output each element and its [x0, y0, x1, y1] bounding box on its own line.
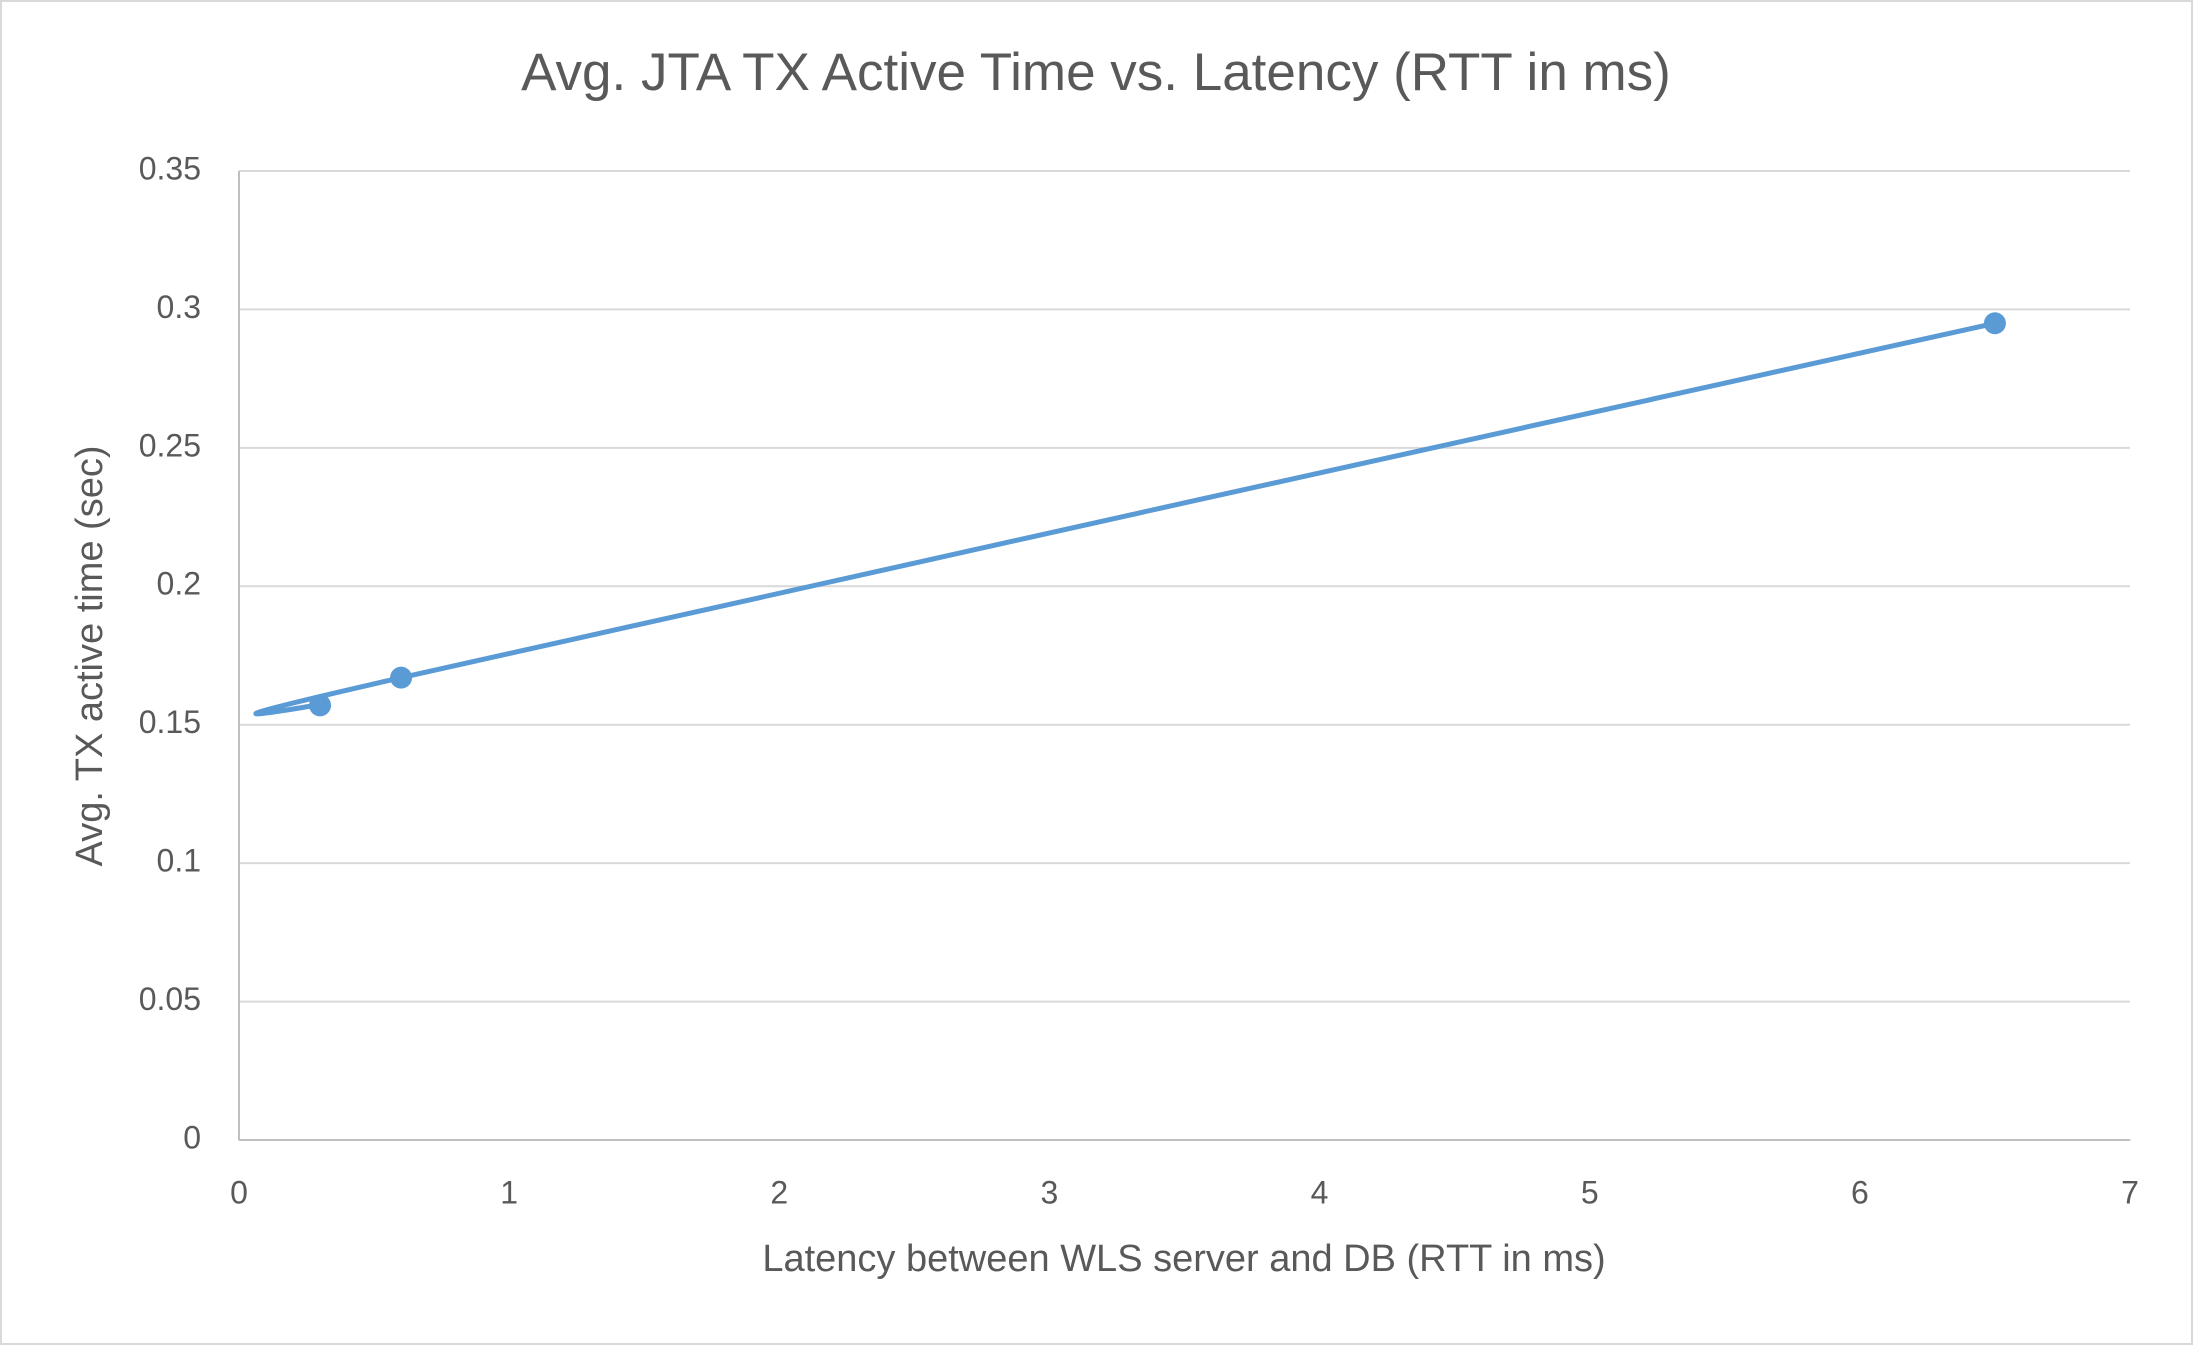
y-tick-label: 0.15	[139, 704, 201, 740]
x-tick-label: 7	[2121, 1174, 2139, 1210]
x-tick-label: 5	[1581, 1174, 1599, 1210]
x-tick-label: 0	[230, 1174, 248, 1210]
x-axis-title: Latency between WLS server and DB (RTT i…	[762, 1238, 1605, 1280]
x-tick-label: 3	[1041, 1174, 1059, 1210]
series-line	[253, 320, 1996, 717]
data-point	[309, 694, 332, 717]
x-tick-label: 2	[770, 1174, 788, 1210]
data-point	[390, 666, 413, 689]
y-tick-label: 0.05	[139, 981, 201, 1017]
y-tick-label: 0.3	[157, 289, 201, 325]
y-tick-label: 0.1	[157, 843, 201, 879]
y-axis-title: Avg. TX active time (sec)	[69, 446, 111, 867]
x-tick-label: 4	[1311, 1174, 1329, 1210]
y-tick-label: 0.25	[139, 427, 201, 463]
x-tick-label: 6	[1851, 1174, 1869, 1210]
x-tick-label: 1	[500, 1174, 518, 1210]
y-tick-label: 0	[183, 1119, 201, 1155]
y-tick-label: 0.35	[139, 150, 201, 186]
chart-title: Avg. JTA TX Active Time vs. Latency (RTT…	[521, 43, 1671, 102]
data-point	[1983, 312, 2006, 335]
y-tick-label: 0.2	[157, 566, 201, 602]
